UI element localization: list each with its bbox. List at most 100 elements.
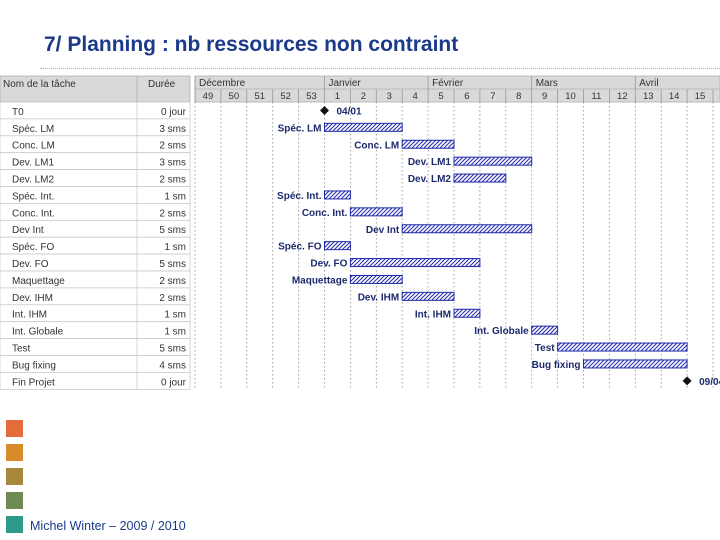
task-duration: 5 sms: [159, 344, 186, 355]
task-duration: 0 jour: [161, 107, 187, 118]
week-label: 1: [335, 91, 340, 102]
task-bar-label: Dev. FO: [310, 259, 347, 270]
task-duration: 1 sm: [164, 242, 186, 253]
task-bar-label: Spéc. FO: [278, 242, 322, 253]
task-name: Dev Int: [12, 225, 44, 236]
month-label: Mars: [536, 78, 558, 89]
accent-square: [6, 492, 23, 509]
task-duration: 3 sms: [159, 124, 186, 135]
milestone-label: 09/04: [699, 377, 720, 388]
task-bar: [531, 325, 559, 335]
task-bar: [583, 359, 688, 369]
week-label: 10: [565, 91, 576, 102]
task-name: Int. Globale: [12, 327, 64, 338]
task-name: Conc. LM: [12, 141, 55, 152]
week-label: 7: [490, 91, 495, 102]
week-label: 51: [254, 91, 265, 102]
accent-square: [6, 420, 23, 437]
column-header-name: Nom de la tâche: [3, 79, 76, 90]
column-header-duration: Durée: [148, 79, 176, 90]
week-label: 3: [387, 91, 392, 102]
task-name: Dev. LM1: [12, 158, 54, 169]
task-name: Maquettage: [12, 276, 65, 287]
task-duration: 2 sms: [159, 141, 186, 152]
task-name: Spéc. Int.: [12, 191, 54, 202]
task-name: Dev. FO: [12, 259, 49, 270]
task-name: Bug fixing: [12, 360, 56, 371]
week-label: 15: [695, 91, 706, 102]
week-label: 49: [203, 91, 214, 102]
task-bar-label: Maquettage: [292, 275, 348, 286]
task-bar: [453, 308, 481, 318]
footer-author: Michel Winter – 2009 / 2010: [30, 519, 186, 533]
task-bar-label: Dev. IHM: [358, 292, 400, 303]
month-label: Février: [432, 78, 464, 89]
title-divider: [40, 68, 720, 69]
milestone-marker: [682, 376, 692, 386]
week-label: 2: [361, 91, 366, 102]
task-bar-label: Spéc. Int.: [277, 191, 322, 202]
task-bar: [401, 139, 455, 149]
task-duration: 3 sms: [159, 158, 186, 169]
task-bar-label: Int. Globale: [474, 326, 529, 337]
table-row: [0, 372, 191, 390]
milestone-label: 04/01: [337, 106, 362, 117]
month-label: Avril: [639, 78, 658, 89]
week-label: 4: [413, 91, 418, 102]
task-duration: 5 sms: [159, 225, 186, 236]
month-label: Janvier: [329, 78, 362, 89]
week-label: 11: [592, 91, 602, 102]
task-bar: [401, 224, 533, 234]
task-bar: [349, 207, 403, 217]
task-name: Spéc. FO: [12, 242, 54, 253]
task-name: T0: [12, 107, 24, 118]
task-bar: [324, 190, 351, 200]
accent-square: [6, 468, 23, 485]
task-bar: [401, 291, 455, 301]
task-bar-label: Test: [535, 343, 555, 354]
task-name: Spéc. LM: [12, 124, 54, 135]
task-bar: [453, 156, 533, 166]
milestone-marker: [320, 105, 329, 115]
task-bar: [349, 274, 403, 284]
week-label: 5: [438, 91, 443, 102]
task-bar: [324, 122, 403, 132]
task-name: Fin Projet: [12, 377, 55, 388]
week-label: 52: [280, 91, 291, 102]
week-label: 13: [643, 91, 654, 102]
table-header-bg: [0, 75, 191, 103]
task-bar-label: Conc. Int.: [302, 208, 348, 219]
task-bar-label: Dev. LM2: [408, 174, 452, 185]
task-duration: 2 sms: [159, 208, 186, 219]
week-label: 53: [306, 91, 317, 102]
task-bar: [349, 258, 481, 268]
task-bar-label: Dev. LM1: [408, 157, 452, 168]
task-bar: [557, 342, 688, 352]
week-label: 50: [229, 91, 240, 102]
task-name: Dev. LM2: [12, 175, 54, 186]
task-bar-label: Int. IHM: [415, 309, 451, 320]
task-duration: 2 sms: [159, 276, 186, 287]
task-bar-label: Bug fixing: [532, 360, 581, 371]
task-duration: 0 jour: [161, 377, 187, 388]
task-name: Test: [12, 344, 31, 355]
week-label: 6: [464, 91, 469, 102]
accent-square: [6, 444, 23, 461]
task-duration: 1 sm: [164, 191, 186, 202]
task-duration: 1 sm: [164, 327, 186, 338]
week-label: 12: [617, 91, 628, 102]
week-label: 14: [669, 91, 680, 102]
task-duration: 2 sms: [159, 293, 186, 304]
week-label: 8: [516, 91, 521, 102]
task-bar-label: Conc. LM: [354, 140, 399, 151]
task-duration: 1 sm: [164, 310, 186, 321]
accent-square: [6, 516, 23, 533]
task-bar: [453, 173, 507, 183]
task-duration: 2 sms: [159, 175, 186, 186]
task-bar: [324, 241, 351, 251]
month-label: Décembre: [199, 78, 246, 89]
task-name: Conc. Int.: [12, 208, 55, 219]
task-bar-label: Spéc. LM: [278, 123, 322, 134]
